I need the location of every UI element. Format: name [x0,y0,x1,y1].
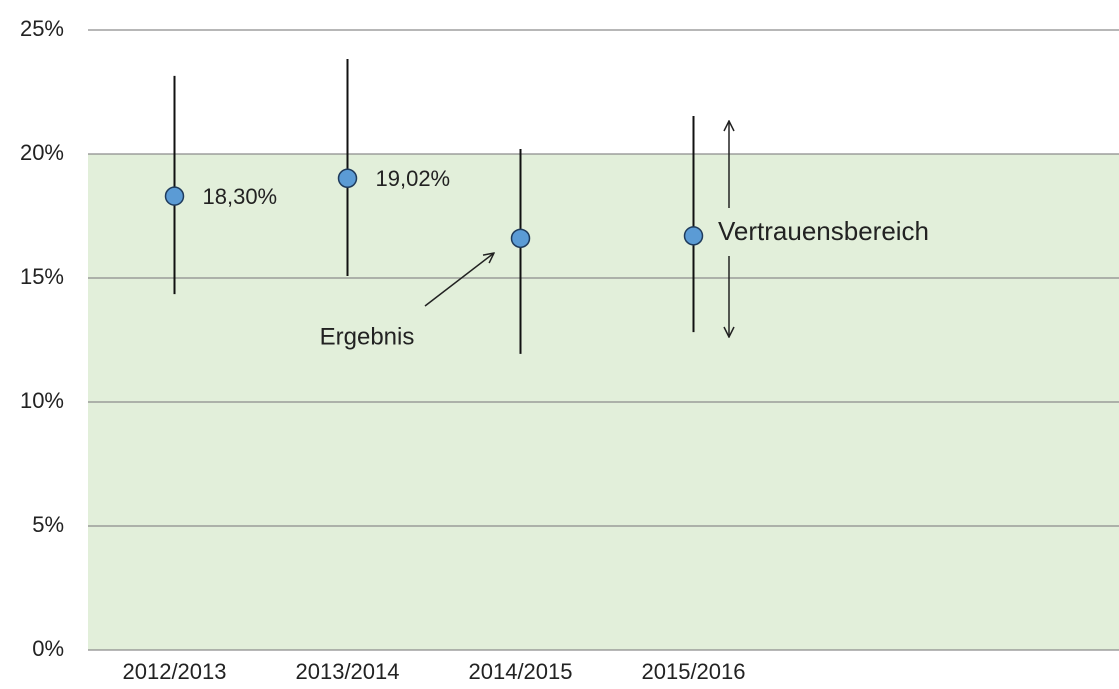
point [337,168,358,189]
y-tick-label: 0% [32,636,64,661]
point [510,228,531,249]
y-tick-label: 25% [20,16,64,41]
data-label: 19,02% [376,166,451,191]
point [683,226,704,246]
data-label: 18,30% [203,184,278,209]
x-tick-label: 2014/2015 [469,659,573,684]
x-tick-label: 2013/2014 [296,659,400,684]
y-tick-label: 15% [20,264,64,289]
annotation: Ergebnis [320,323,415,350]
annotation: Vertrauensbereich [718,216,929,246]
point [164,186,185,206]
x-tick-label: 2012/2013 [123,659,227,684]
x-tick-label: 2015/2016 [642,659,746,684]
y-tick-label: 10% [20,388,64,413]
annotation-arrow [424,253,494,307]
y-tick-label: 5% [32,512,64,537]
y-tick-label: 20% [20,140,64,165]
